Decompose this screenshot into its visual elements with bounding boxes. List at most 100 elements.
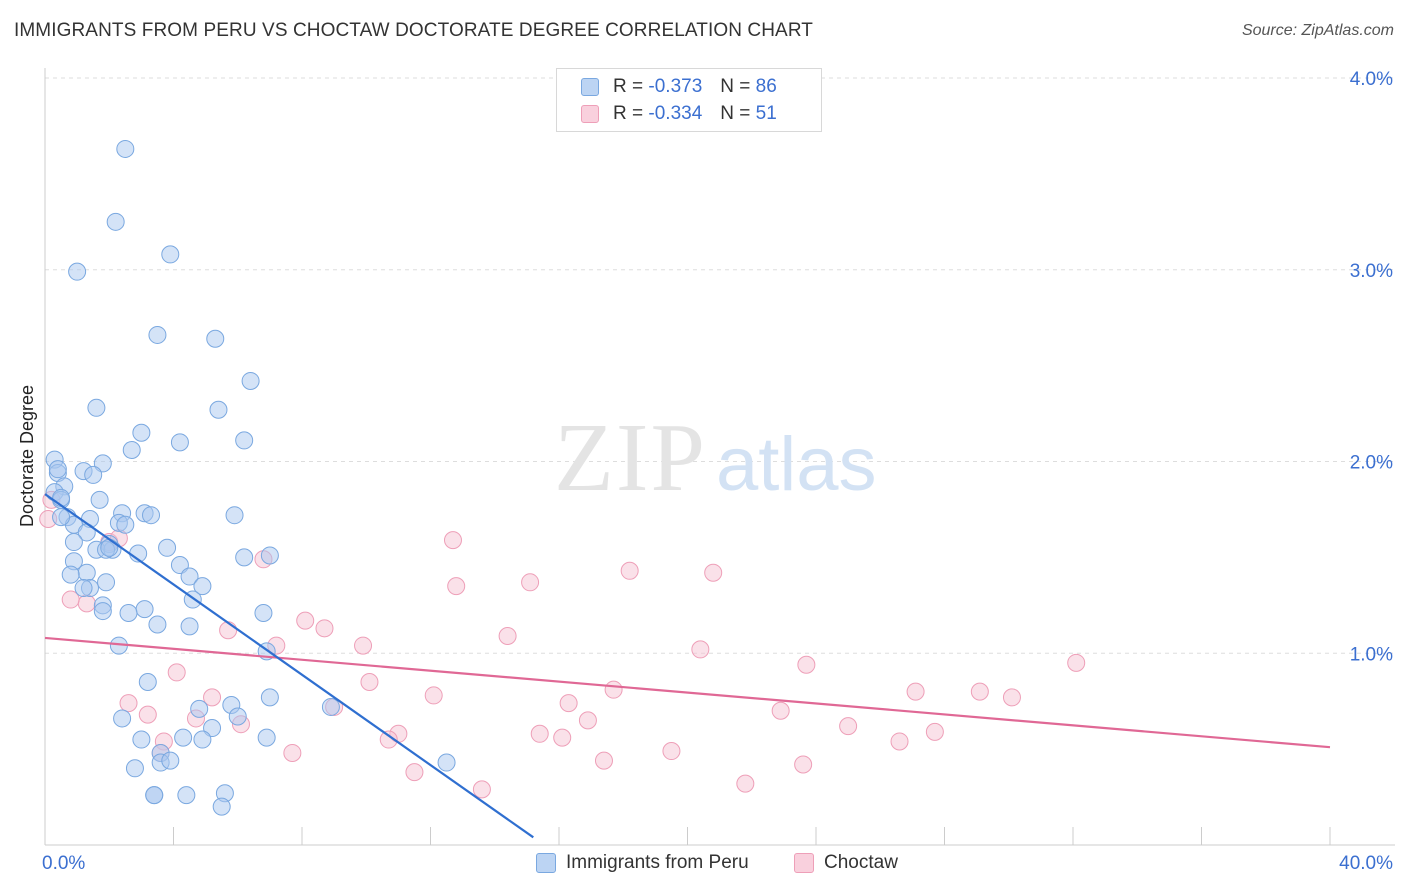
peru-point (235, 548, 254, 567)
choctaw-point (447, 577, 466, 596)
peru-point (90, 490, 109, 509)
peru-point (64, 533, 83, 552)
legend-n-value: 51 (755, 103, 777, 124)
peru-point (257, 728, 276, 747)
peru-point (138, 673, 157, 692)
legend-series-name: Immigrants from Peru (566, 852, 749, 873)
choctaw-points (39, 490, 1086, 799)
peru-point (48, 460, 67, 479)
peru-point (74, 579, 93, 598)
legend-row-peru: R = -0.373 N = 86 (581, 75, 777, 99)
choctaw-point (296, 611, 315, 630)
peru-point (225, 506, 244, 525)
peru-point (170, 556, 189, 575)
peru-point (170, 433, 189, 452)
peru-point (116, 515, 135, 534)
choctaw-point (424, 686, 443, 705)
peru-point (174, 728, 193, 747)
peru-point (241, 371, 260, 390)
choctaw-point (203, 688, 222, 707)
choctaw-point (839, 717, 858, 736)
legend-series-name: Choctaw (824, 852, 898, 873)
choctaw-point (315, 619, 334, 638)
peru-point (190, 699, 209, 718)
peru-point (132, 730, 151, 749)
choctaw-point (283, 743, 302, 762)
choctaw-point (498, 626, 517, 645)
peru-point (177, 786, 196, 805)
watermark-zip: ZIP (554, 404, 707, 512)
choctaw-point (970, 682, 989, 701)
peru-trend-line (44, 493, 534, 839)
peru-point (254, 603, 273, 622)
stats-legend: R = -0.373 N = 86 R = -0.334 N = 51 (556, 68, 822, 132)
peru-point (97, 573, 116, 592)
choctaw-trend-line (44, 636, 1331, 749)
choctaw-point (530, 724, 549, 743)
choctaw-point (797, 655, 816, 674)
peru-point (68, 262, 87, 281)
peru-point (52, 508, 71, 527)
y-tick-label: 2.0% (1350, 453, 1393, 474)
source-credit: Source: ZipAtlas.com (1241, 22, 1394, 39)
peru-point (148, 325, 167, 344)
legend-r-value: -0.373 (648, 76, 703, 97)
legend-r-value: -0.334 (648, 103, 703, 124)
y-tick-label: 1.0% (1350, 644, 1393, 665)
legend-swatch-pink (581, 105, 599, 123)
legend-n-label: N = (720, 76, 751, 97)
peru-point (203, 719, 222, 738)
choctaw-point (736, 774, 755, 793)
legend-swatch-blue (581, 78, 599, 96)
choctaw-point (77, 594, 96, 613)
legend-n-label: N = (720, 103, 751, 124)
peru-point (142, 506, 161, 525)
choctaw-point (405, 763, 424, 782)
peru-point (84, 465, 103, 484)
trend-lines (44, 493, 1331, 839)
peru-point (61, 565, 80, 584)
choctaw-point (559, 694, 578, 713)
peru-point (212, 797, 231, 816)
peru-point (206, 329, 225, 348)
choctaw-point (662, 742, 681, 761)
peru-point (113, 709, 132, 728)
peru-point (125, 759, 144, 778)
peru-point (180, 567, 199, 586)
peru-point (260, 546, 279, 565)
watermark-atlas: atlas (716, 422, 877, 507)
choctaw-point (594, 751, 613, 770)
x-tick-label-max: 40.0% (1339, 853, 1393, 874)
peru-point (158, 538, 177, 557)
choctaw-point (354, 636, 373, 655)
y-tick-label: 4.0% (1350, 69, 1393, 90)
choctaw-point (906, 682, 925, 701)
choctaw-point (360, 673, 379, 692)
choctaw-point (704, 563, 723, 582)
choctaw-point (61, 590, 80, 609)
choctaw-point (521, 573, 540, 592)
peru-point (119, 603, 138, 622)
chart-title: IMMIGRANTS FROM PERU VS CHOCTAW DOCTORAT… (14, 20, 814, 41)
peru-point (161, 245, 180, 264)
choctaw-point (472, 780, 491, 799)
peru-point (93, 602, 112, 621)
y-tick-labels: 1.0% 2.0% 3.0% 4.0% (1350, 69, 1393, 665)
peru-point (145, 786, 164, 805)
legend-item-choctaw: Choctaw (794, 852, 898, 874)
choctaw-point (691, 640, 710, 659)
peru-point (116, 139, 135, 158)
choctaw-point (925, 722, 944, 741)
choctaw-point (578, 711, 597, 730)
peru-point (193, 730, 212, 749)
legend-r-label: R = (613, 76, 644, 97)
peru-point (132, 423, 151, 442)
legend-r-label: R = (613, 103, 644, 124)
choctaw-point (620, 561, 639, 580)
watermark: ZIP atlas (554, 404, 877, 512)
choctaw-point (604, 680, 623, 699)
legend-item-peru: Immigrants from Peru (536, 852, 749, 874)
choctaw-point (379, 730, 398, 749)
choctaw-point (443, 531, 462, 550)
legend-swatch-pink (794, 853, 814, 873)
